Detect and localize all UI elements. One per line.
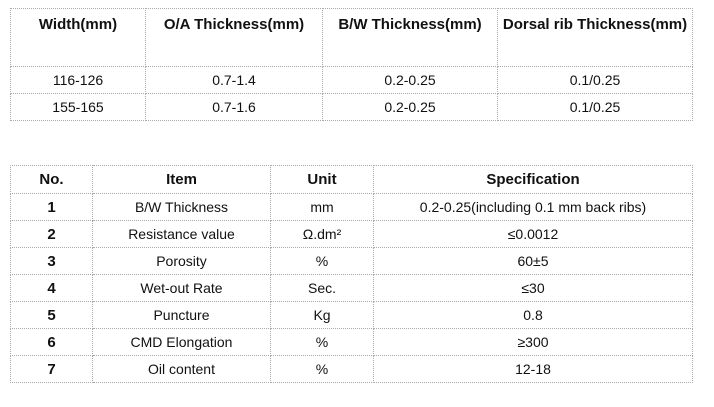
cell: mm [270, 193, 374, 221]
cell: B/W Thickness [92, 193, 271, 221]
row: 6 CMD Elongation% ≥300 [10, 328, 693, 356]
cell: Porosity [92, 247, 271, 275]
cell: 7 [10, 355, 93, 383]
cell: % [270, 328, 374, 356]
header-cell: Specification [373, 165, 693, 194]
row: 7 Oil content% 12-18 [10, 355, 693, 383]
cell: 0.2-0.25 [322, 66, 498, 94]
row: 1 B/W Thickness mm 0.2-0.25(including 0.1 m… [10, 193, 693, 221]
cell: 2 [10, 220, 93, 248]
size-table: Width(mm) O/A Thickness(mm) B/W Thickness(… [10, 8, 693, 121]
cell: Wet-out Rate [92, 274, 271, 302]
header-cell: No. [10, 165, 93, 194]
cell: 116-126 [10, 66, 146, 94]
cell: 0.2-0.25(including 0.1 mm back ribs) [373, 193, 693, 221]
cell: 0.1/0.25 [497, 93, 693, 121]
row: 2 Resistance value Ω.dm² ≤0.0012 [10, 220, 693, 248]
cell: 155-165 [10, 93, 146, 121]
header-row: Width(mm) O/A Thickness(mm) B/W Thickness(… [10, 8, 693, 67]
row: 116-126 0.7-1.4 0.2-0.25 0.1/0.25 [10, 66, 693, 94]
cell: 12-18 [373, 355, 693, 383]
cell: CMD Elongation [92, 328, 271, 356]
cell: ≤0.0012 [373, 220, 693, 248]
cell: 6 [10, 328, 93, 356]
cell: % [270, 247, 374, 275]
cell: ≤30 [373, 274, 693, 302]
cell: Puncture [92, 301, 271, 329]
row: 4 Wet-out Rate Sec. ≤30 [10, 274, 693, 302]
row: 5 Puncture Kg 0.8 [10, 301, 693, 329]
cell: Sec. [270, 274, 374, 302]
cell: Kg [270, 301, 374, 329]
cell: 0.2-0.25 [322, 93, 498, 121]
cell: Ω.dm² [270, 220, 374, 248]
cell: Resistance value [92, 220, 271, 248]
cell: 0.8 [373, 301, 693, 329]
header-cell: Unit [270, 165, 374, 194]
cell: 0.1/0.25 [497, 66, 693, 94]
header-row: No. Item Unit Specification [10, 165, 693, 194]
spec-table: No. Item Unit Specification 1 B/W Thickness mm… [10, 165, 693, 383]
cell: % [270, 355, 374, 383]
header-cell: O/A Thickness(mm) [145, 8, 323, 67]
cell: Oil content [92, 355, 271, 383]
row: 155-165 0.7-1.6 0.2-0.25 0.1/0.25 [10, 93, 693, 121]
cell: 3 [10, 247, 93, 275]
row: 3 Porosity% 60±5 [10, 247, 693, 275]
cell: ≥300 [373, 328, 693, 356]
cell: 4 [10, 274, 93, 302]
cell: 1 [10, 193, 93, 221]
header-cell: B/W Thickness(mm) [322, 8, 498, 67]
cell: 60±5 [373, 247, 693, 275]
cell: 5 [10, 301, 93, 329]
cell: 0.7-1.6 [145, 93, 323, 121]
header-cell: Item [92, 165, 271, 194]
header-cell: Width(mm) [10, 8, 146, 67]
cell: 0.7-1.4 [145, 66, 323, 94]
header-cell: Dorsal rib Thickness(mm) [497, 8, 693, 67]
